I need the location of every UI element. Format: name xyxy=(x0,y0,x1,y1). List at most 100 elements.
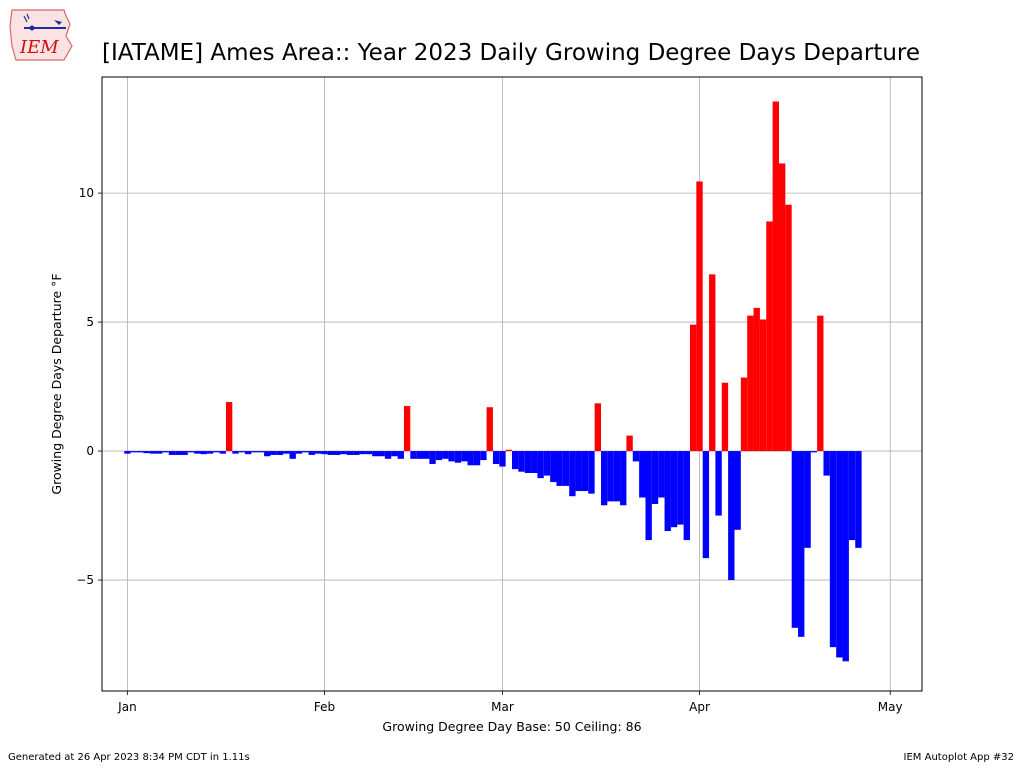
bar xyxy=(403,405,411,452)
x-tick-label: Feb xyxy=(314,700,335,714)
bar xyxy=(581,451,589,492)
bar xyxy=(391,451,398,457)
bar xyxy=(384,451,392,459)
bar xyxy=(410,451,417,459)
bar xyxy=(772,101,779,452)
bar xyxy=(353,451,360,455)
bar xyxy=(645,451,652,541)
bar xyxy=(607,451,614,502)
iem-logo: IEM xyxy=(9,9,73,61)
bar xyxy=(314,451,322,454)
bar xyxy=(505,449,512,452)
bars xyxy=(124,101,862,662)
y-tick-label: −5 xyxy=(76,573,94,587)
bar xyxy=(124,451,131,454)
bar xyxy=(200,451,207,455)
svg-text:IEM: IEM xyxy=(19,37,59,58)
bar xyxy=(842,451,849,662)
bar xyxy=(162,451,169,453)
bar xyxy=(639,451,646,498)
bar xyxy=(537,451,544,479)
plot-frame xyxy=(101,76,923,692)
bar xyxy=(429,451,436,464)
bar xyxy=(359,451,366,455)
bar xyxy=(213,451,220,453)
bar xyxy=(499,451,506,467)
bar xyxy=(594,403,601,452)
bar xyxy=(378,451,385,457)
bar xyxy=(550,451,557,483)
bar xyxy=(270,451,277,455)
bar xyxy=(181,451,188,455)
bar xyxy=(600,451,608,506)
bar xyxy=(651,451,659,504)
bar xyxy=(251,451,258,453)
bar xyxy=(747,315,754,452)
bar xyxy=(670,451,678,528)
bar xyxy=(372,451,379,457)
bar xyxy=(709,274,716,452)
x-axis-label: Growing Degree Day Base: 50 Ceiling: 86 xyxy=(382,719,641,734)
bar xyxy=(149,451,157,454)
bar xyxy=(518,451,525,472)
bar xyxy=(791,451,799,628)
bar xyxy=(365,451,373,455)
bar xyxy=(696,181,703,452)
bar xyxy=(721,382,729,452)
x-tick-label: Apr xyxy=(689,700,710,714)
bar xyxy=(416,451,424,459)
y-tick-label: 10 xyxy=(79,186,94,200)
y-axis-label: Growing Degree Days Departure °F xyxy=(49,273,64,494)
bar xyxy=(245,451,252,455)
x-tick-label: Mar xyxy=(491,700,514,714)
bar xyxy=(467,451,474,466)
bar xyxy=(677,451,684,525)
bar xyxy=(817,315,824,452)
bar xyxy=(658,451,665,498)
bar xyxy=(264,451,271,457)
bar xyxy=(435,451,443,461)
bar xyxy=(473,451,481,466)
x-tick-label: Jan xyxy=(117,700,137,714)
bar xyxy=(740,377,748,452)
y-tick-label: 0 xyxy=(86,444,94,458)
bar xyxy=(442,451,449,459)
chart-title: [IATAME] Ames Area:: Year 2023 Daily Gro… xyxy=(102,40,921,66)
bar xyxy=(486,407,493,452)
bar xyxy=(454,451,462,463)
axis-ticks: Jan Feb Mar Apr May −5 0 5 10 xyxy=(76,186,902,714)
bar xyxy=(136,451,144,453)
bar xyxy=(753,307,760,452)
bar xyxy=(728,451,735,581)
bar xyxy=(531,451,538,474)
bar xyxy=(810,451,818,453)
bar xyxy=(461,451,468,462)
bar xyxy=(620,451,627,506)
bar xyxy=(766,221,773,452)
bar xyxy=(543,451,551,476)
bar xyxy=(829,451,837,648)
bar xyxy=(562,451,570,486)
bar xyxy=(524,451,532,474)
bar xyxy=(156,451,163,454)
bar xyxy=(321,451,328,455)
bar xyxy=(130,451,137,453)
generated-footer: Generated at 26 Apr 2023 8:34 PM CDT in … xyxy=(8,752,250,763)
bar xyxy=(340,451,347,455)
bar xyxy=(423,451,430,459)
bar xyxy=(206,451,214,454)
bar xyxy=(302,451,309,453)
bar xyxy=(804,451,811,548)
bar xyxy=(295,451,303,454)
bar xyxy=(276,451,284,455)
bar xyxy=(512,451,519,470)
bar xyxy=(715,451,722,516)
bar xyxy=(689,324,697,452)
bar xyxy=(836,451,843,658)
bar xyxy=(219,451,226,454)
bar xyxy=(238,451,246,453)
bar xyxy=(798,451,805,637)
x-tick-label: May xyxy=(878,700,903,714)
bar xyxy=(346,451,354,455)
bar xyxy=(632,451,640,462)
